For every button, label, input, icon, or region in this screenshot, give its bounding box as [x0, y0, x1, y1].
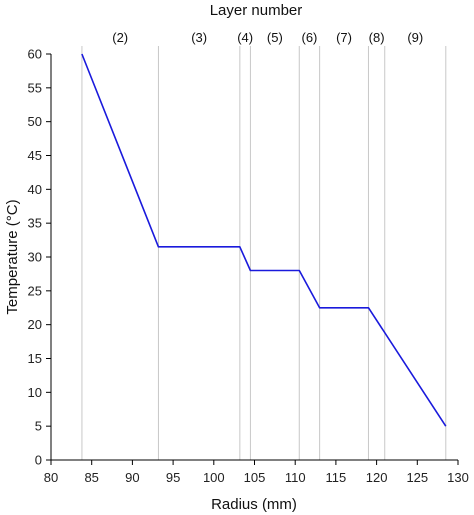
x-axis-title: Radius (mm)	[211, 496, 297, 513]
layer-label-7: (9)	[407, 30, 423, 45]
y-tick-label-5: 5	[35, 419, 42, 434]
layer-label-2: (4)	[237, 30, 253, 45]
ticks: 80 85 90 95 100 105 110 115 120 125 130 0 5 10 15 20 25 3…	[28, 47, 469, 486]
x-tick-label-85: 85	[84, 470, 98, 485]
layer-boundaries	[81, 46, 447, 460]
y-tick-label-0: 0	[35, 453, 42, 468]
top-axis-title: Layer number	[210, 2, 303, 19]
x-tick-label-110: 110	[285, 470, 306, 485]
layer-label-6: (8)	[369, 30, 385, 45]
x-tick-label-120: 120	[366, 470, 388, 485]
axes	[50, 54, 458, 461]
x-tick-label-100: 100	[203, 470, 225, 485]
y-tick-label-10: 10	[28, 385, 42, 400]
y-tick-label-60: 60	[28, 47, 42, 62]
x-tick-label-90: 90	[125, 470, 139, 485]
layer-label-4: (6)	[301, 30, 317, 45]
series-line-0	[81, 53, 447, 427]
y-axis-title: Temperature (°C)	[4, 199, 21, 314]
y-tick-label-50: 50	[28, 114, 42, 129]
x-tick-label-80: 80	[44, 470, 58, 485]
y-tick-label-45: 45	[28, 148, 42, 163]
y-tick-label-15: 15	[28, 351, 42, 366]
y-tick-label-25: 25	[28, 283, 42, 298]
y-tick-label-30: 30	[28, 250, 42, 265]
layer-label-3: (5)	[267, 30, 283, 45]
x-tick-label-115: 115	[326, 470, 347, 485]
y-tick-label-40: 40	[28, 182, 42, 197]
layer-label-0: (2)	[112, 30, 128, 45]
x-tick-label-130: 130	[447, 470, 469, 485]
layer-labels: (2) (3) (4) (5) (6) (7) (8) (9)	[112, 30, 423, 45]
layer-label-1: (3)	[191, 30, 207, 45]
y-tick-label-35: 35	[28, 216, 42, 231]
layer-label-5: (7)	[336, 30, 352, 45]
series-group	[81, 53, 447, 427]
x-tick-label-95: 95	[166, 470, 180, 485]
x-tick-label-105: 105	[244, 470, 266, 485]
y-tick-label-20: 20	[28, 317, 42, 332]
y-tick-label-55: 55	[28, 80, 42, 95]
x-tick-label-125: 125	[406, 470, 428, 485]
